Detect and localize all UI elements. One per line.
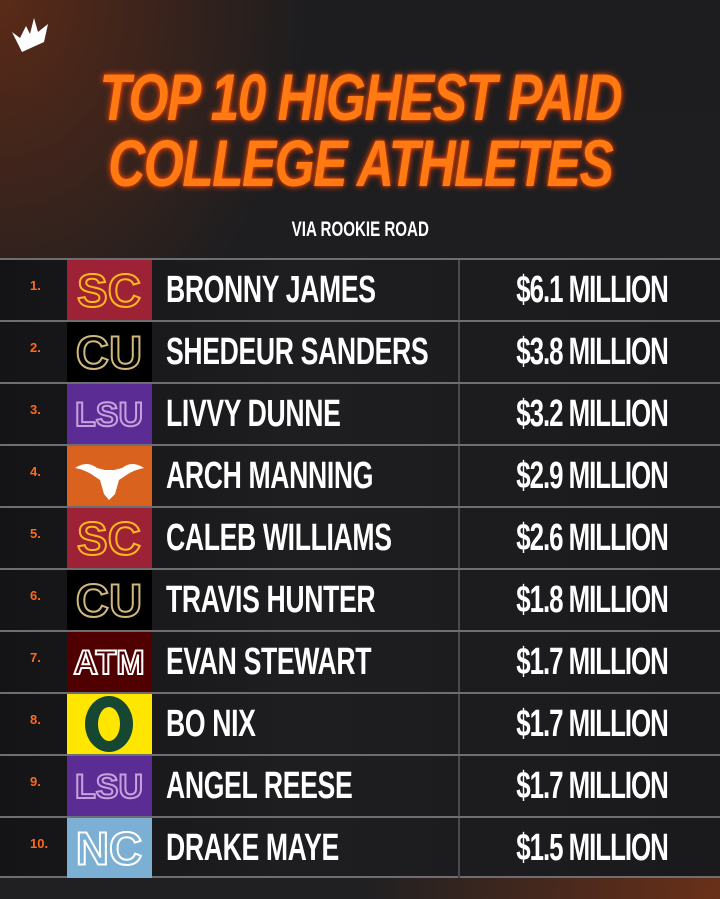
team-logo: [67, 694, 152, 754]
team-logo: SC: [67, 260, 152, 320]
svg-text:CU: CU: [76, 575, 142, 627]
rank-number: 4.: [30, 464, 41, 479]
column-divider: [458, 260, 460, 320]
svg-text:SC: SC: [77, 265, 141, 317]
column-divider: [458, 384, 460, 444]
team-logo: ATM: [67, 632, 152, 692]
rank-number: 10.: [30, 836, 49, 851]
team-logo: LSU: [67, 384, 152, 444]
svg-text:LSU: LSU: [75, 768, 143, 806]
nil-valuation: $2.9 MILLION: [516, 455, 669, 497]
svg-text:SC: SC: [77, 513, 141, 565]
column-divider: [458, 570, 460, 630]
athlete-name: EVAN STEWART: [166, 641, 372, 683]
rank-number: 8.: [30, 712, 41, 727]
svg-text:LSU: LSU: [75, 396, 143, 434]
nil-valuation: $1.5 MILLION: [516, 827, 669, 869]
column-divider: [458, 632, 460, 692]
nil-valuation: $6.1 MILLION: [516, 269, 669, 311]
nil-valuation: $3.8 MILLION: [516, 331, 669, 373]
rank-number: 3.: [30, 402, 41, 417]
athlete-name: CALEB WILLIAMS: [166, 517, 392, 559]
rank-number: 9.: [30, 774, 41, 789]
athlete-name: LIVVY DUNNE: [166, 393, 341, 435]
rank-number: 6.: [30, 588, 41, 603]
rankings-table: 1. SC BRONNY JAMES $6.1 MILLION 2. CU SH…: [0, 258, 720, 878]
table-row: 2. CU SHEDEUR SANDERS $3.8 MILLION: [0, 320, 720, 382]
title-line-1: TOP 10 HIGHEST PAID: [99, 60, 622, 134]
draftkings-crown-icon: [12, 18, 48, 52]
column-divider: [458, 694, 460, 754]
table-row: 3. LSU LIVVY DUNNE $3.2 MILLION: [0, 382, 720, 444]
column-divider: [458, 508, 460, 568]
team-logo: CU: [67, 322, 152, 382]
rank-number: 7.: [30, 650, 41, 665]
athlete-name: SHEDEUR SANDERS: [166, 331, 429, 373]
athlete-name: TRAVIS HUNTER: [166, 579, 376, 621]
svg-text:CU: CU: [76, 327, 142, 379]
column-divider: [458, 756, 460, 816]
rank-number: 5.: [30, 526, 41, 541]
title-line-2: COLLEGE ATHLETES: [107, 126, 614, 200]
athlete-name: BO NIX: [166, 703, 256, 745]
table-row: 4. ARCH MANNING $2.9 MILLION: [0, 444, 720, 506]
table-row: 6. CU TRAVIS HUNTER $1.8 MILLION: [0, 568, 720, 630]
table-row: 7. ATM EVAN STEWART $1.7 MILLION: [0, 630, 720, 692]
svg-text:NC: NC: [76, 823, 142, 875]
athlete-name: DRAKE MAYE: [166, 827, 339, 869]
team-logo: CU: [67, 570, 152, 630]
team-logo: NC: [67, 818, 152, 878]
table-row: 10. NC DRAKE MAYE $1.5 MILLION: [0, 816, 720, 878]
nil-valuation: $1.8 MILLION: [516, 579, 669, 621]
column-divider: [458, 818, 460, 878]
table-row: 9. LSU ANGEL REESE $1.7 MILLION: [0, 754, 720, 816]
table-row: 1. SC BRONNY JAMES $6.1 MILLION: [0, 258, 720, 320]
column-divider: [458, 322, 460, 382]
team-logo: SC: [67, 508, 152, 568]
team-logo: LSU: [67, 756, 152, 816]
rank-number: 2.: [30, 340, 41, 355]
svg-text:ATM: ATM: [73, 644, 144, 682]
source-credit: VIA ROOKIE ROAD: [291, 218, 429, 241]
athlete-name: ANGEL REESE: [166, 765, 353, 807]
nil-valuation: $1.7 MILLION: [516, 765, 669, 807]
rank-number: 1.: [30, 278, 41, 293]
nil-valuation: $1.7 MILLION: [516, 641, 669, 683]
nil-valuation: $3.2 MILLION: [516, 393, 669, 435]
column-divider: [458, 446, 460, 506]
nil-valuation: $1.7 MILLION: [516, 703, 669, 745]
table-row: 8. BO NIX $1.7 MILLION: [0, 692, 720, 754]
athlete-name: BRONNY JAMES: [166, 269, 376, 311]
nil-valuation: $2.6 MILLION: [516, 517, 669, 559]
athlete-name: ARCH MANNING: [166, 455, 374, 497]
team-logo: [67, 446, 152, 506]
table-row: 5. SC CALEB WILLIAMS $2.6 MILLION: [0, 506, 720, 568]
